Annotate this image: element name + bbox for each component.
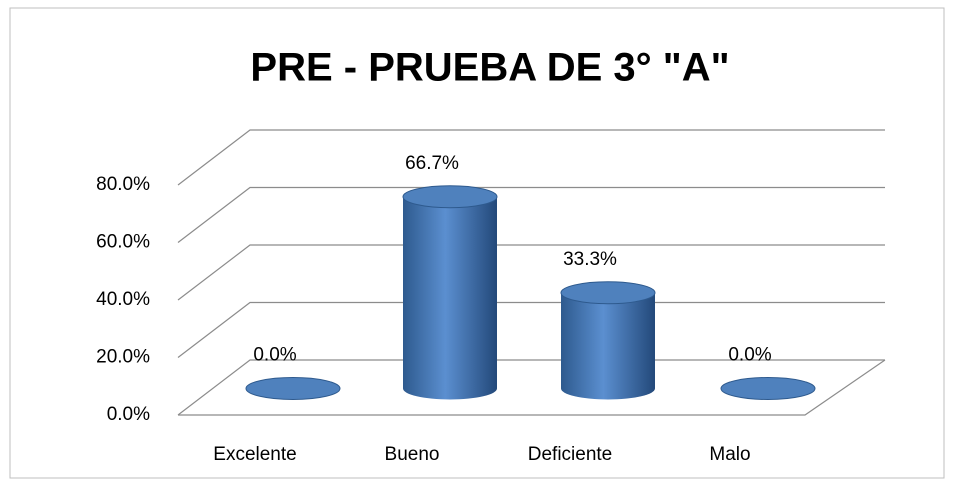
y-tick-label: 40.0%: [96, 289, 150, 310]
grid-line: [177, 301, 885, 358]
grid-line: [177, 244, 885, 301]
y-tick-label: 80.0%: [96, 174, 150, 195]
grid-line: [177, 359, 885, 416]
chart-frame: [9, 7, 945, 479]
value-label: 0.0%: [728, 345, 771, 366]
bar-body: [561, 292, 655, 400]
y-tick-label: 0.0%: [107, 404, 150, 425]
value-label: 66.7%: [405, 153, 459, 174]
bar-top: [402, 185, 498, 209]
grid-line: [177, 129, 885, 186]
x-tick-label: Deficiente: [528, 444, 613, 465]
x-tick-label: Malo: [709, 444, 750, 465]
floor: [178, 359, 886, 416]
bar-top: [560, 281, 656, 305]
x-tick-label: Excelente: [213, 444, 296, 465]
bar-top: [720, 377, 816, 400]
value-label: 0.0%: [253, 345, 296, 366]
x-tick-label: Bueno: [385, 444, 440, 465]
y-tick-label: 60.0%: [96, 232, 150, 253]
bar-top: [245, 377, 341, 400]
y-tick-label: 20.0%: [96, 347, 150, 368]
grid-line: [177, 186, 885, 243]
value-label: 33.3%: [563, 249, 617, 270]
bar-body: [403, 196, 497, 400]
chart-title: PRE - PRUEBA DE 3° "A": [250, 46, 729, 90]
